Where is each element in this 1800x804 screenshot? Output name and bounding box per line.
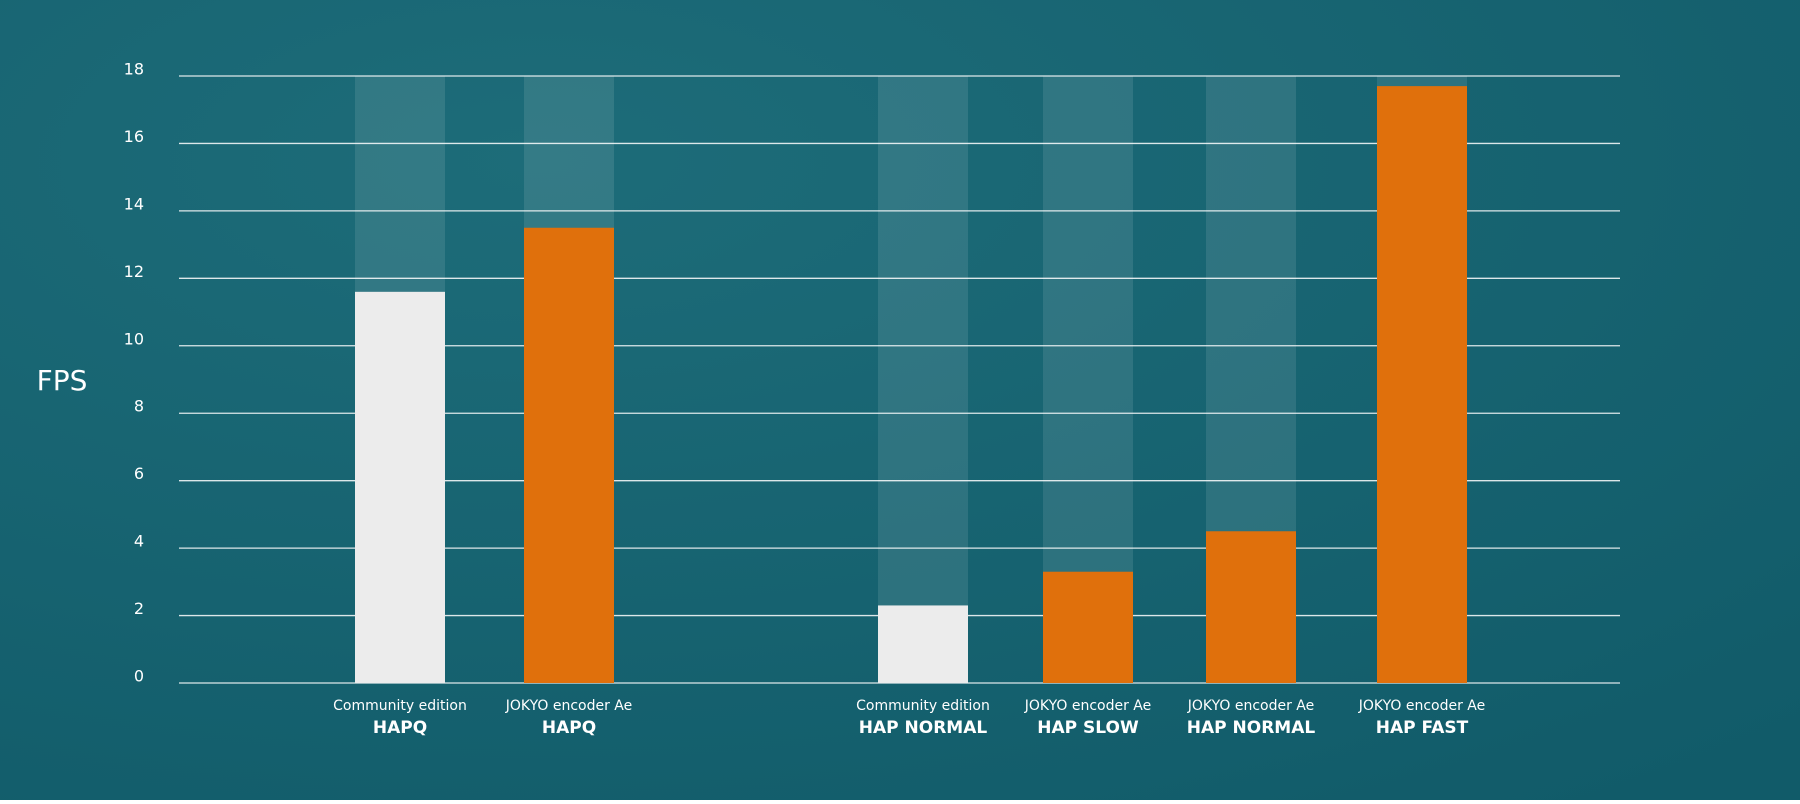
- y-tick-label: 14: [124, 194, 144, 213]
- x-tick-label: HAPQ: [373, 718, 427, 738]
- x-tick-label: HAPQ: [542, 718, 596, 738]
- y-tick-label: 4: [134, 532, 144, 551]
- x-tick-sublabel: JOKYO encoder Ae: [1358, 698, 1486, 714]
- bar: [524, 227, 614, 683]
- y-tick-label: 10: [124, 329, 144, 348]
- bar: [1043, 571, 1133, 683]
- x-tick-sublabel: Community edition: [333, 698, 467, 714]
- y-tick-label: 12: [124, 262, 144, 281]
- y-tick-label: 18: [124, 60, 144, 79]
- y-axis-label: FPS: [37, 364, 88, 397]
- x-tick-sublabel: Community edition: [856, 698, 990, 714]
- bar-track: [878, 76, 968, 683]
- y-tick-label: 16: [124, 127, 144, 146]
- y-tick-label: 2: [134, 599, 144, 618]
- bar: [1206, 531, 1296, 683]
- bar: [355, 291, 445, 683]
- x-tick-label: HAP NORMAL: [859, 718, 988, 738]
- x-tick-label: HAP FAST: [1376, 718, 1469, 738]
- y-tick-label: 8: [134, 397, 144, 416]
- y-tick-label: 6: [134, 464, 144, 483]
- x-tick-sublabel: JOKYO encoder Ae: [505, 698, 633, 714]
- y-tick-label: 0: [134, 667, 144, 686]
- x-tick-label: HAP SLOW: [1037, 718, 1139, 738]
- bar: [878, 605, 968, 683]
- x-tick-sublabel: JOKYO encoder Ae: [1187, 698, 1315, 714]
- x-tick-label: HAP NORMAL: [1187, 718, 1316, 738]
- x-tick-sublabel: JOKYO encoder Ae: [1024, 698, 1152, 714]
- bar: [1377, 86, 1467, 683]
